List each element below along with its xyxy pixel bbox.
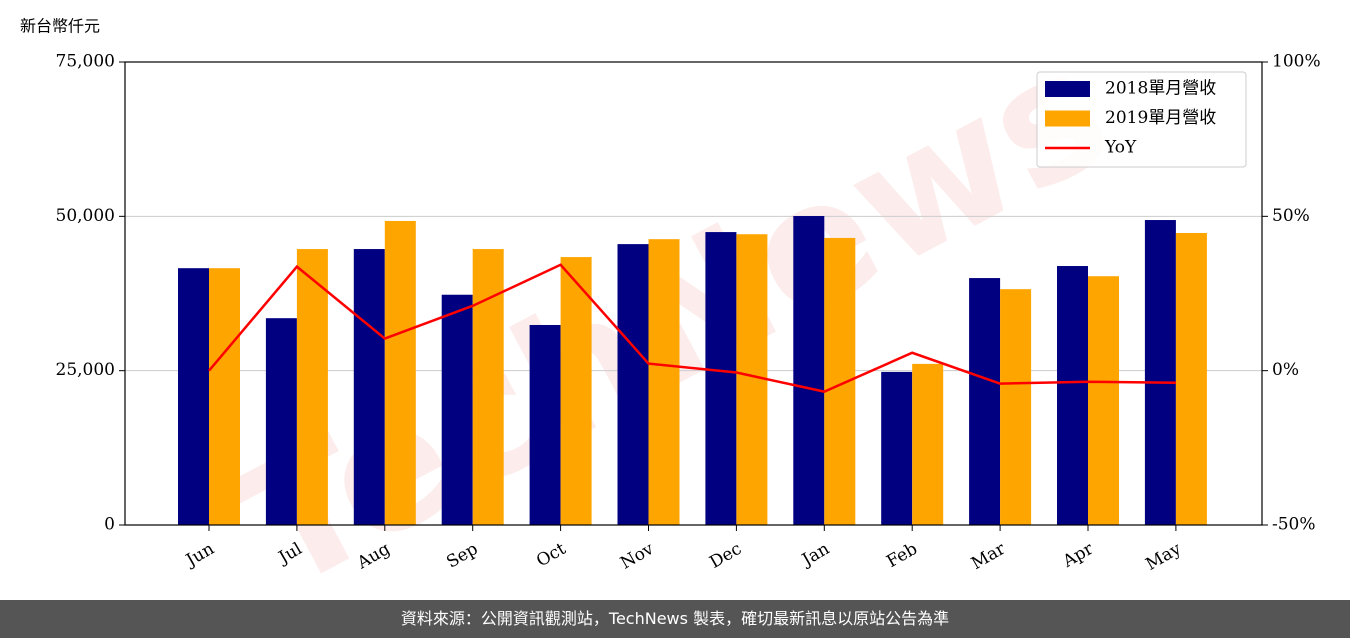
bar bbox=[736, 234, 768, 525]
bar bbox=[529, 324, 561, 525]
bar bbox=[1144, 220, 1176, 525]
x-tick-label: Apr bbox=[1059, 538, 1098, 572]
y-tick-label: 75,000 bbox=[56, 52, 115, 72]
y-tick-label: 25,000 bbox=[56, 360, 115, 380]
y-axis-label: 新台幣仟元 bbox=[20, 17, 100, 36]
bar bbox=[648, 239, 680, 525]
bar bbox=[705, 232, 737, 526]
x-tick-label: Feb bbox=[883, 539, 921, 572]
legend-swatch bbox=[1045, 110, 1090, 127]
bar bbox=[560, 257, 592, 525]
x-tick-label: May bbox=[1142, 539, 1185, 575]
bar bbox=[912, 363, 944, 525]
x-tick-label: Dec bbox=[706, 539, 745, 573]
line bbox=[208, 263, 1176, 393]
bar bbox=[296, 249, 328, 525]
y2-tick-label: -50% bbox=[1272, 515, 1316, 535]
x-tick-label: Mar bbox=[968, 538, 1010, 574]
y2-tick-label: 50% bbox=[1272, 206, 1310, 226]
bar bbox=[1175, 233, 1207, 525]
bar bbox=[353, 249, 385, 525]
chart: 新台幣仟元 TechNews 025,00050,00075,000-50%0%… bbox=[20, 10, 1321, 600]
bar bbox=[969, 278, 1001, 525]
footer: 資料來源：公開資訊觀測站，TechNews 製表，確切最新訊息以原站公告為準 bbox=[0, 600, 1350, 638]
bar bbox=[824, 237, 856, 525]
x-tick-label: Jan bbox=[797, 539, 833, 571]
x-tick-label: Jun bbox=[181, 539, 218, 572]
x-tick-label: Oct bbox=[533, 539, 569, 572]
bar bbox=[1088, 276, 1119, 525]
bar bbox=[1000, 289, 1032, 525]
bar bbox=[209, 268, 240, 525]
legend-swatch bbox=[1045, 81, 1090, 97]
bar bbox=[472, 249, 504, 525]
y-tick-label: 0 bbox=[104, 515, 115, 535]
legend-label: 2019單月營收 bbox=[1105, 108, 1216, 128]
x-tick-label: Nov bbox=[617, 539, 657, 574]
y2-tick-label: 100% bbox=[1272, 52, 1321, 72]
y2-tick-label: 0% bbox=[1272, 360, 1299, 380]
bar bbox=[265, 318, 297, 525]
legend-label: 2018單月營收 bbox=[1105, 79, 1216, 99]
bar bbox=[178, 268, 209, 525]
bar bbox=[617, 244, 649, 525]
bar bbox=[384, 220, 416, 526]
axes-frame bbox=[124, 61, 1263, 526]
legend-label: YoY bbox=[1104, 138, 1137, 158]
bar bbox=[793, 216, 825, 526]
bar bbox=[1057, 266, 1088, 525]
bar bbox=[881, 371, 913, 525]
y-tick-label: 50,000 bbox=[56, 206, 115, 226]
bar bbox=[441, 294, 473, 525]
